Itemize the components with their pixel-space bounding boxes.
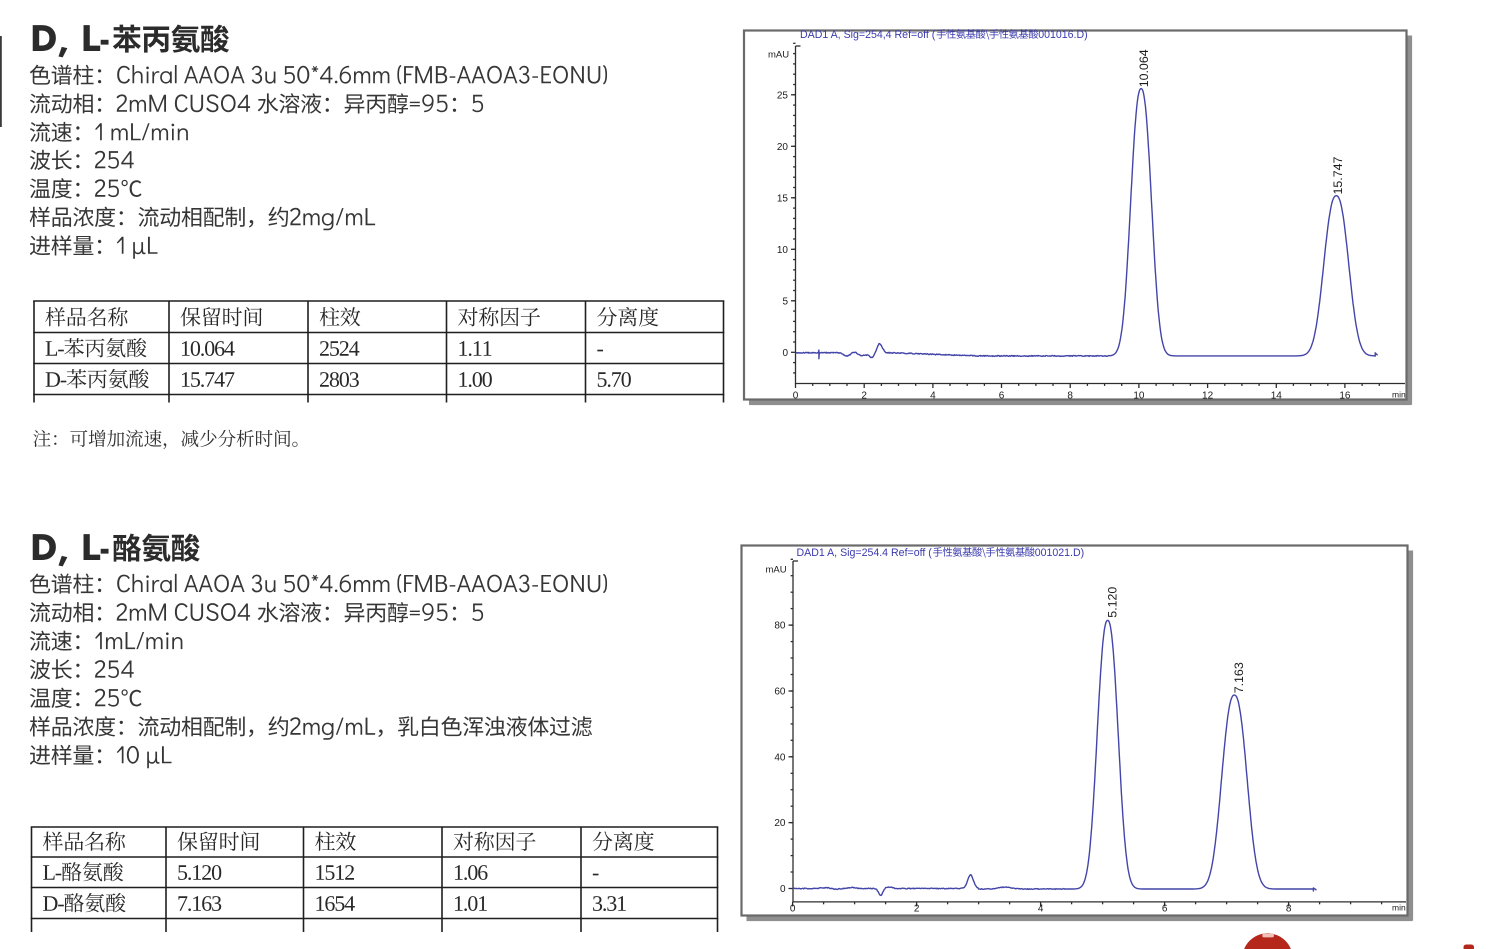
svg-text:001016.D): 001016.D) xyxy=(1038,29,1087,41)
svg-text:8: 8 xyxy=(1067,390,1073,401)
svg-text:001021.D): 001021.D) xyxy=(1035,547,1084,559)
svg-text:4: 4 xyxy=(930,390,936,401)
svg-text:mAU: mAU xyxy=(768,50,789,61)
svg-text:mAU: mAU xyxy=(766,565,787,576)
svg-text:15.747: 15.747 xyxy=(1331,156,1345,194)
svg-text:0: 0 xyxy=(780,884,786,895)
svg-text:20: 20 xyxy=(777,142,789,153)
svg-text:7.163: 7.163 xyxy=(1232,662,1246,693)
svg-text:20: 20 xyxy=(774,818,786,829)
svg-text:DAD1 A, Sig=254,4 Ref=off (: DAD1 A, Sig=254,4 Ref=off ( xyxy=(800,29,936,41)
svg-text:2: 2 xyxy=(861,390,867,401)
svg-text:16: 16 xyxy=(1339,390,1351,401)
svg-text:5.120: 5.120 xyxy=(1106,587,1120,618)
svg-text:DAD1 A, Sig=254.4 Ref=off (: DAD1 A, Sig=254.4 Ref=off ( xyxy=(797,547,933,559)
svg-text:6: 6 xyxy=(1162,904,1168,915)
svg-text:80: 80 xyxy=(774,621,786,632)
svg-text:min: min xyxy=(1392,903,1406,913)
svg-text:15: 15 xyxy=(777,193,789,204)
svg-text:60: 60 xyxy=(774,687,786,698)
svg-text:0: 0 xyxy=(793,390,799,401)
svg-text:min: min xyxy=(1392,389,1406,399)
svg-text:10: 10 xyxy=(777,245,789,256)
svg-text:12: 12 xyxy=(1202,390,1214,401)
svg-text:0: 0 xyxy=(782,348,788,359)
svg-text:40: 40 xyxy=(774,752,786,763)
svg-text:25: 25 xyxy=(777,90,789,101)
svg-text:8: 8 xyxy=(1286,904,1292,915)
svg-text:14: 14 xyxy=(1271,390,1283,401)
svg-text:2: 2 xyxy=(914,904,920,915)
svg-text:6: 6 xyxy=(999,390,1005,401)
svg-text:10: 10 xyxy=(1133,390,1145,401)
svg-text:4: 4 xyxy=(1038,904,1044,915)
svg-text:10.064: 10.064 xyxy=(1137,49,1151,87)
svg-text:5: 5 xyxy=(782,296,788,307)
svg-text:0: 0 xyxy=(790,904,796,915)
